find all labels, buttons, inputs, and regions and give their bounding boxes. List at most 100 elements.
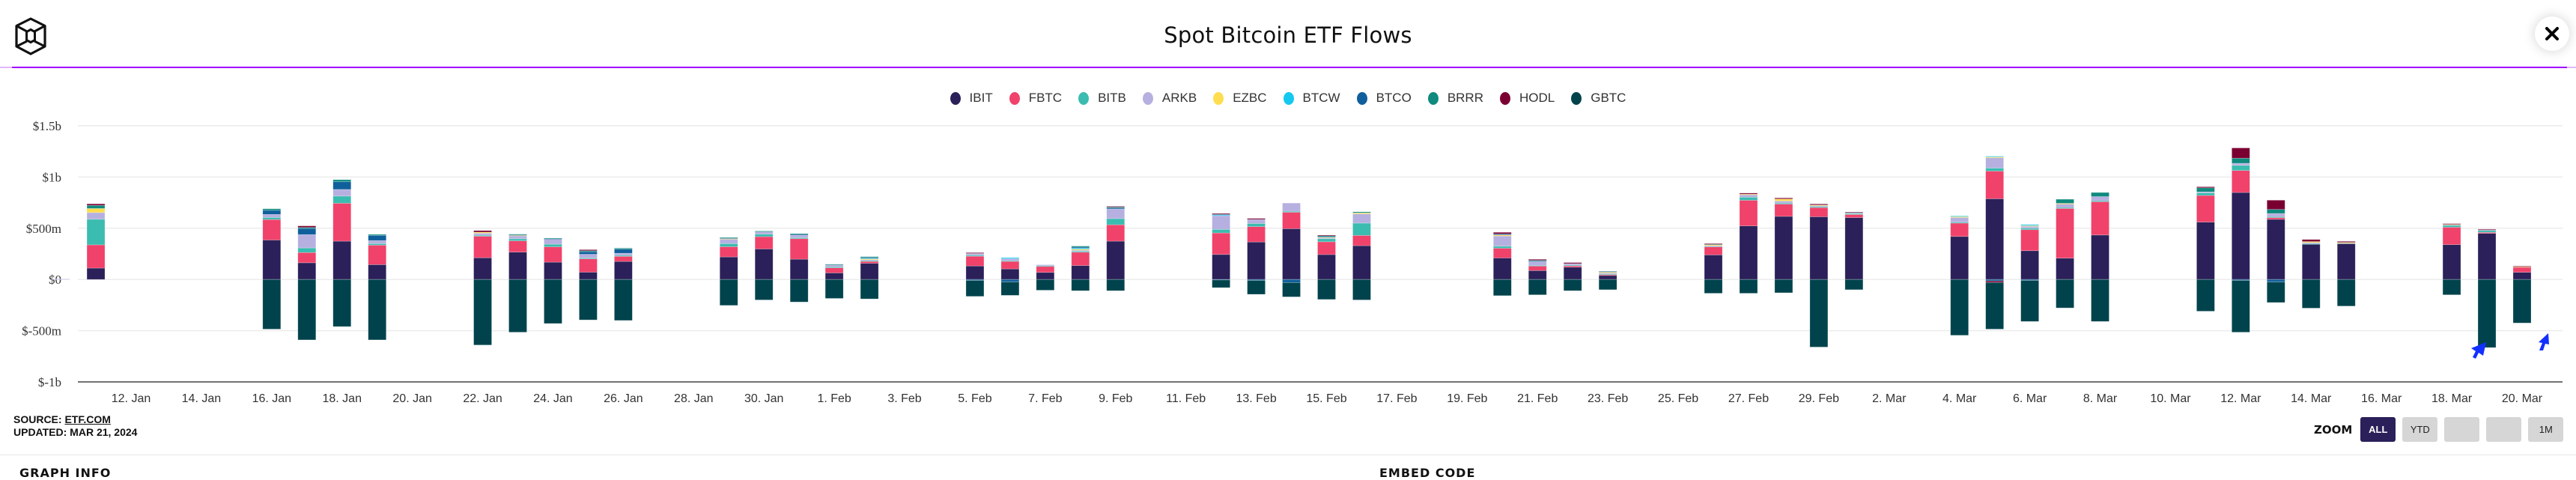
bar-segment-fbtc xyxy=(719,246,738,258)
bar-segment-fbtc xyxy=(579,258,598,273)
bar-segment-hodl xyxy=(965,252,985,254)
bar-segment-fbtc xyxy=(1212,232,1230,255)
bar-segment-fbtc xyxy=(614,255,633,262)
bar-segment-fbtc xyxy=(1000,261,1020,270)
chart-title: Spot Bitcoin ETF Flows xyxy=(1164,22,1412,48)
legend-item-hodl[interactable]: HODL xyxy=(1499,91,1555,106)
bar-segment-arkb xyxy=(332,189,352,197)
bar-segment-arkb xyxy=(1000,258,1020,261)
zoom-all-button[interactable]: ALL xyxy=(2360,417,2396,442)
bar-segment-ibit xyxy=(2091,234,2109,280)
bar-segment-gbtc xyxy=(508,279,527,333)
bar-segment-fbtc xyxy=(1036,266,1055,273)
bar-segment-hodl xyxy=(2266,199,2285,210)
bar-segment-arkb xyxy=(2232,162,2250,166)
legend-item-arkb[interactable]: ARKB xyxy=(1142,91,1197,106)
bar-segment-fbtc xyxy=(508,240,527,253)
bar-segment-ibit xyxy=(789,258,809,280)
bars xyxy=(51,148,2532,348)
bar-segment-brrr xyxy=(1352,211,1371,213)
bar-segment-ibit xyxy=(824,273,844,280)
bar-segment-gbtc xyxy=(1739,279,1758,294)
bar-segment-gbtc xyxy=(1985,282,2005,329)
x-tick-label: 16. Jan xyxy=(252,392,291,405)
legend-item-gbtc[interactable]: GBTC xyxy=(1571,91,1626,106)
header-divider-left xyxy=(0,67,12,68)
bar-segment-ibit xyxy=(1352,245,1371,280)
bar-segment-hodl xyxy=(1528,258,1547,261)
bar-segment-arkb xyxy=(1492,235,1512,247)
bar-segment-bitb xyxy=(508,238,527,241)
legend-item-bitb[interactable]: BITB xyxy=(1078,91,1126,106)
source-info: SOURCE: ETF.COM UPDATED: MAR 21, 2024 xyxy=(13,413,137,439)
bar-segment-bitb xyxy=(262,217,282,220)
legend-item-btcw[interactable]: BTCW xyxy=(1283,91,1340,106)
y-tick-label: $1.5b xyxy=(33,119,61,133)
bar-segment-fbtc xyxy=(332,203,352,242)
close-button[interactable] xyxy=(2535,16,2569,51)
bar-segment-hodl xyxy=(2512,266,2532,267)
bar-segment-bitb xyxy=(1071,251,1090,253)
bar-segment-fbtc xyxy=(2442,227,2461,246)
x-tick-label: 20. Mar xyxy=(2502,392,2543,405)
bar-segment-gbtc xyxy=(1000,282,1020,296)
cube-logo-icon[interactable] xyxy=(13,16,48,57)
x-tick-label: 13. Feb xyxy=(1236,392,1276,405)
graph-info-tab[interactable]: GRAPH INFO xyxy=(19,466,112,480)
bar-segment-hodl xyxy=(2196,186,2215,189)
bar-segment-fbtc xyxy=(824,267,844,273)
bar-stack-2024-03-01 xyxy=(1844,211,1864,291)
bar-stack-2024-02-01 xyxy=(824,264,844,299)
bar-segment-gbtc xyxy=(1317,279,1336,300)
legend-label: BITB xyxy=(1098,91,1126,105)
zoom-button-4[interactable] xyxy=(2486,417,2522,442)
legend-item-brrr[interactable]: BRRR xyxy=(1427,91,1483,106)
bar-segment-fbtc xyxy=(1317,241,1336,255)
zoom-ytd-button[interactable]: YTD xyxy=(2402,417,2438,442)
bar-segment-ibit xyxy=(2056,258,2074,280)
bar-segment-ibit xyxy=(1598,275,1617,280)
bar-segment-hodl xyxy=(2336,240,2356,243)
bar-segment-ibit xyxy=(2196,222,2215,280)
bar-segment-ibit xyxy=(86,267,106,280)
bar-stack-2024-01-19 xyxy=(368,234,387,341)
x-tick-label: 17. Feb xyxy=(1376,392,1417,405)
bar-segment-bitb xyxy=(719,243,738,247)
legend-item-ibit[interactable]: IBIT xyxy=(950,91,993,106)
bar-segment-gbtc xyxy=(2020,280,2039,322)
legend-label: FBTC xyxy=(1028,91,1063,105)
legend-item-btco[interactable]: BTCO xyxy=(1356,91,1412,106)
bar-segment-arkb xyxy=(2266,213,2285,217)
bar-segment-btco xyxy=(1071,246,1090,249)
bar-segment-ibit xyxy=(2477,233,2497,280)
source-link[interactable]: ETF.COM xyxy=(64,413,111,425)
bar-stack-2024-02-12 xyxy=(1212,213,1230,288)
bar-segment-ibit xyxy=(719,256,738,280)
bar-segment-ibit xyxy=(860,263,879,280)
bar-segment-brrr xyxy=(2056,198,2074,204)
bar-segment-ibit xyxy=(1492,258,1512,280)
bar-segment-arkb xyxy=(473,233,492,236)
embed-code-tab[interactable]: EMBED CODE xyxy=(1379,466,1476,480)
bar-segment-bitb xyxy=(1247,223,1266,227)
bar-segment-fbtc xyxy=(1950,222,1969,237)
bar-segment-brrr xyxy=(614,247,633,250)
bar-segment-ibit xyxy=(2442,244,2461,280)
legend-item-fbtc[interactable]: FBTC xyxy=(1009,91,1062,106)
zoom-1m-button[interactable]: 1M xyxy=(2528,417,2564,442)
bar-segment-gbtc xyxy=(1492,279,1512,297)
bar-segment-fbtc xyxy=(1528,265,1547,271)
bar-segment-ibit xyxy=(1704,255,1723,280)
bar-segment-bitb xyxy=(1317,238,1336,243)
x-tick-label: 15. Feb xyxy=(1306,392,1346,405)
bar-segment-brrr xyxy=(2196,187,2215,192)
x-tick-label: 7. Feb xyxy=(1028,392,1062,405)
zoom-button-3[interactable] xyxy=(2444,417,2480,442)
x-tick-label: 9. Feb xyxy=(1099,392,1132,405)
legend-item-ezbc[interactable]: EZBC xyxy=(1213,91,1267,106)
bar-segment-hodl xyxy=(1317,234,1336,237)
bar-segment-fbtc xyxy=(2056,208,2074,259)
bar-segment-hodl xyxy=(2301,239,2321,242)
y-axis-labels: $1.5b $1b $500m $0 $-500m $-1b xyxy=(22,119,61,389)
bar-segment-btco xyxy=(262,210,282,215)
